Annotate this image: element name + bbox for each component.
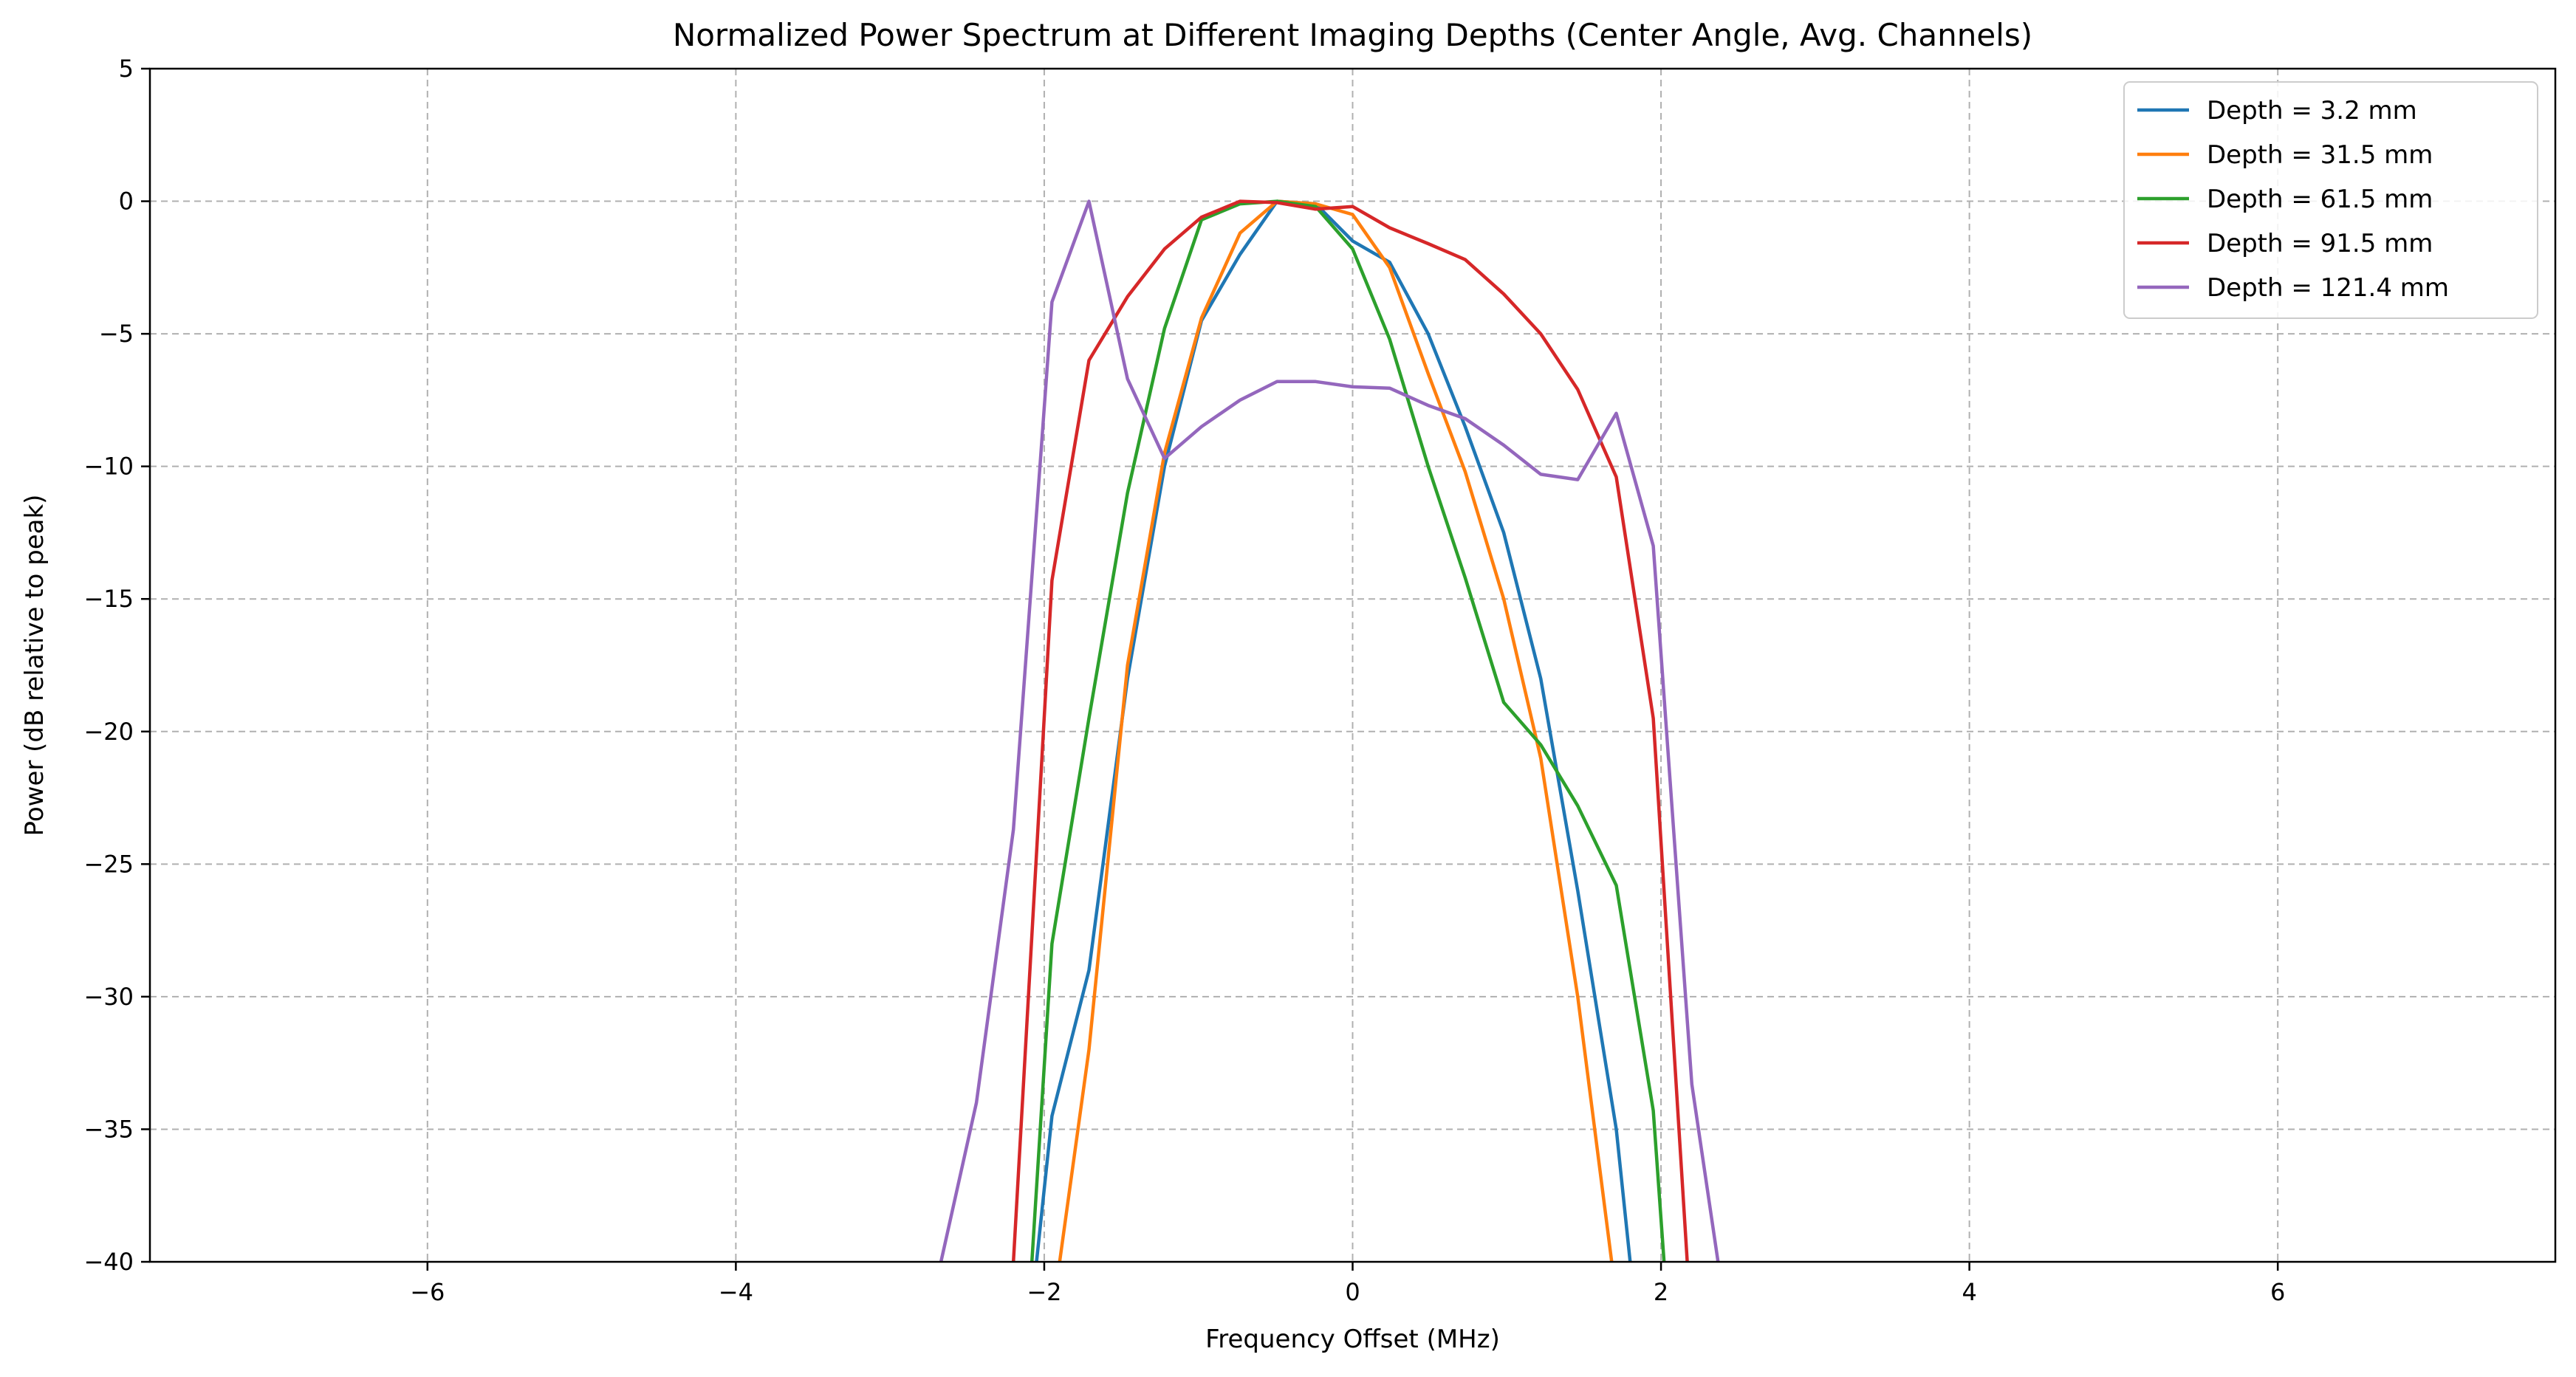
y-tick-label: −25 (83, 850, 134, 878)
chart-title: Normalized Power Spectrum at Different I… (673, 17, 2032, 53)
x-ticks: −6 −4 −2 0 2 4 6 (410, 1262, 2285, 1306)
x-tick-label: −4 (719, 1278, 753, 1306)
y-tick-label: −5 (99, 320, 134, 348)
y-tick-label: −15 (83, 585, 134, 613)
x-tick-label: 6 (2270, 1278, 2285, 1306)
legend-label-3: Depth = 61.5 mm (2207, 185, 2433, 214)
y-tick-label: −20 (83, 718, 134, 746)
x-tick-label: 4 (1962, 1278, 1976, 1306)
legend-box (2123, 81, 2538, 319)
y-tick-label: −30 (83, 983, 134, 1011)
x-tick-label: 2 (1654, 1278, 1668, 1306)
y-ticks: 5 0 −5 −10 −15 −20 −25 −30 −35 −40 (83, 55, 150, 1276)
series-layer (939, 199, 1720, 1262)
legend-label-2: Depth = 31.5 mm (2207, 140, 2433, 170)
y-tick-label: 0 (119, 188, 134, 216)
y-tick-label: 5 (119, 55, 134, 83)
x-tick-label: −2 (1027, 1278, 1061, 1306)
series-line-3 (1030, 199, 1666, 1262)
x-tick-label: −6 (410, 1278, 445, 1306)
legend-label-4: Depth = 91.5 mm (2207, 229, 2433, 258)
y-tick-label: −40 (83, 1248, 134, 1276)
legend-label-5: Depth = 121.4 mm (2207, 273, 2449, 303)
legend-label-1: Depth = 3.2 mm (2207, 96, 2417, 126)
y-tick-label: −10 (83, 453, 134, 481)
legend: Depth = 3.2 mm Depth = 31.5 mm Depth = 61.… (2123, 81, 2538, 319)
y-tick-label: −35 (83, 1115, 134, 1143)
x-tick-label: 0 (1345, 1278, 1360, 1306)
x-axis-label: Frequency Offset (MHz) (1205, 1325, 1500, 1354)
series-line-4 (1011, 199, 1689, 1262)
series-line-5 (939, 199, 1720, 1262)
y-axis-label: Power (dB relative to peak) (20, 495, 49, 837)
